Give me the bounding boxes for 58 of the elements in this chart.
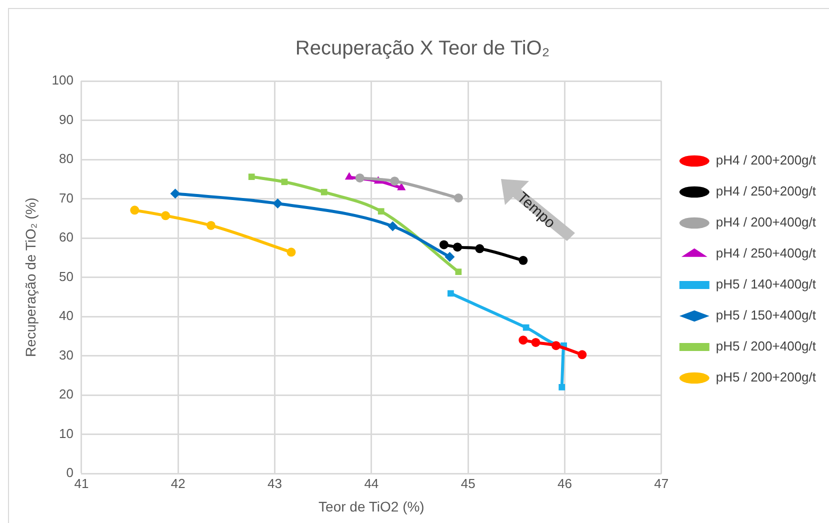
legend-label: pH4 / 200+200g/t <box>716 152 816 168</box>
point <box>161 211 170 220</box>
point <box>388 221 398 232</box>
x-tick-label: 45 <box>460 476 476 491</box>
y-tick-label: 30 <box>59 347 74 362</box>
y-tick-label: 80 <box>59 151 74 166</box>
y-tick-label: 100 <box>52 72 74 88</box>
point <box>558 384 566 390</box>
point <box>531 338 540 347</box>
point <box>344 172 354 180</box>
point <box>248 174 255 180</box>
point <box>286 248 296 257</box>
x-axis-title: Teor de TiO2 (%) <box>318 498 424 514</box>
y-tick-label: 20 <box>59 386 74 402</box>
point <box>518 336 528 345</box>
y-tick-label: 40 <box>59 308 74 324</box>
y-tick-label: 90 <box>59 112 74 127</box>
point <box>522 324 530 331</box>
point <box>578 350 587 360</box>
point <box>452 242 462 252</box>
point <box>552 341 561 350</box>
point <box>355 173 364 182</box>
chart-title: Recuperação X Teor de TiO₂ <box>295 38 550 60</box>
point <box>206 220 216 230</box>
y-tick-label: 70 <box>59 190 74 206</box>
point <box>390 176 400 186</box>
point <box>170 188 180 199</box>
point <box>475 244 484 254</box>
point <box>448 290 454 297</box>
point <box>272 198 283 208</box>
legend-label: pH5 / 140+400g/t <box>716 276 816 292</box>
x-tick-label: 42 <box>170 476 186 491</box>
y-tick-label: 0 <box>66 465 74 480</box>
x-tick-label: 44 <box>364 476 379 491</box>
point <box>439 240 448 250</box>
y-tick-label: 10 <box>59 426 74 441</box>
point <box>378 208 384 215</box>
legend-label: pH4 / 250+200g/t <box>716 184 816 199</box>
point <box>455 268 462 275</box>
legend-label: pH4 / 200+400g/t <box>716 214 816 230</box>
x-tick-label: 46 <box>558 476 572 491</box>
point <box>444 252 455 262</box>
x-tick-label: 43 <box>268 476 282 491</box>
y-tick-label: 60 <box>59 230 74 245</box>
legend-label: pH5 / 200+400g/t <box>716 338 816 354</box>
point <box>130 206 140 215</box>
point <box>397 182 406 190</box>
point <box>320 188 328 196</box>
x-tick-label: 47 <box>654 476 669 491</box>
y-tick-label: 50 <box>59 268 74 284</box>
legend-label: pH4 / 250+400g/t <box>716 246 816 261</box>
legend-label: pH5 / 150+400g/t <box>716 308 816 323</box>
y-axis-title: Recuperação de TiO₂ (%) <box>22 198 38 358</box>
legend-label: pH5 / 200+200g/t <box>716 370 816 385</box>
point <box>454 193 463 202</box>
point <box>518 256 528 265</box>
point <box>281 178 288 186</box>
x-tick-label: 41 <box>74 476 89 491</box>
